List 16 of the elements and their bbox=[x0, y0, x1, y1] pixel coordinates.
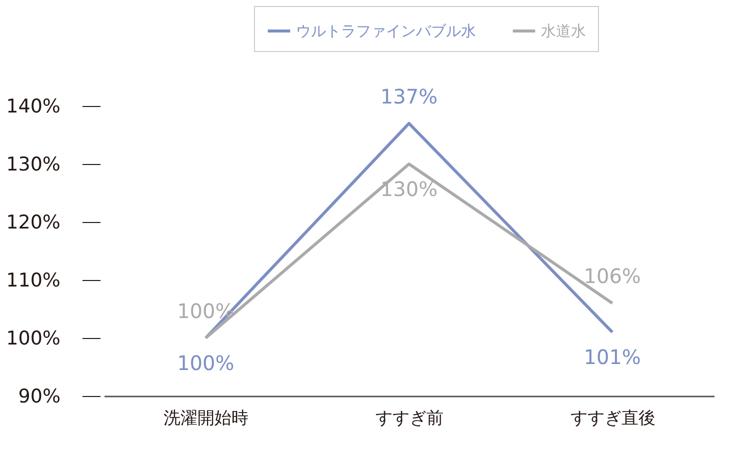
y-tick-label: 110% bbox=[6, 270, 60, 292]
y-tick-label: 140% bbox=[6, 96, 60, 118]
x-tick-label: すすぎ直後 bbox=[570, 408, 656, 428]
y-tick-label: 130% bbox=[6, 154, 60, 176]
data-label: 100% bbox=[177, 351, 234, 375]
y-tick-label: 120% bbox=[6, 212, 60, 234]
y-tick-label: 100% bbox=[6, 328, 60, 350]
data-label: 137% bbox=[380, 84, 438, 108]
data-label: 106% bbox=[584, 264, 641, 288]
y-tick-label: 90% bbox=[18, 386, 60, 408]
data-label: 130% bbox=[380, 177, 438, 201]
data-label: 101% bbox=[584, 345, 641, 370]
x-tick-label: すすぎ前 bbox=[376, 408, 444, 428]
legend-label: ウルトラファインバブル水 bbox=[296, 22, 476, 40]
x-tick-label: 洗濯開始時 bbox=[164, 408, 249, 428]
legend-label: 水道水 bbox=[541, 22, 586, 40]
